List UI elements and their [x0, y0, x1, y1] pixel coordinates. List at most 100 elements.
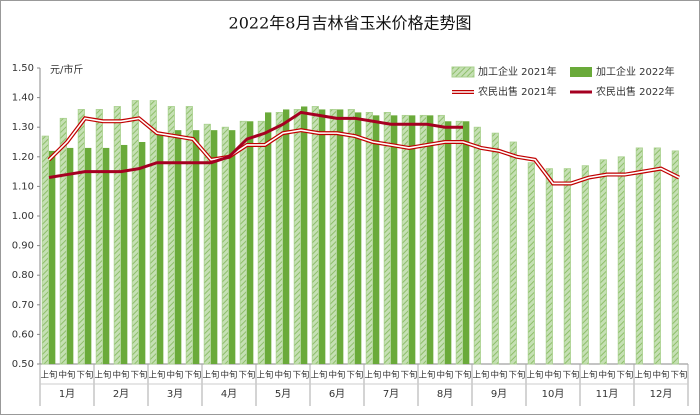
y-tick-label: 0.60 [12, 329, 34, 340]
x-tick-label: 下旬 [508, 370, 525, 381]
x-tick-label: 中旬 [490, 370, 507, 381]
group-label: 7月 [383, 388, 399, 400]
x-tick-label: 上旬 [580, 370, 597, 381]
bar [437, 114, 445, 365]
legend-label: 农民出售 2022年 [596, 85, 675, 98]
group-label: 12月 [650, 388, 673, 400]
bar [185, 106, 193, 365]
bar [311, 106, 319, 365]
group-label: 4月 [221, 388, 237, 400]
bar [239, 120, 247, 365]
x-tick-label: 下旬 [616, 370, 633, 381]
bar [301, 106, 308, 364]
bar [491, 132, 499, 365]
bar [329, 109, 337, 365]
x-tick-label: 中旬 [598, 370, 615, 381]
bar [275, 112, 283, 365]
bar [113, 106, 121, 365]
bar [373, 115, 380, 364]
y-axis-label: 元/市斤 [50, 63, 83, 76]
bar [175, 130, 182, 364]
bar [157, 133, 164, 364]
x-tick-label: 上旬 [526, 370, 543, 381]
y-tick-label: 0.80 [12, 270, 34, 281]
x-tick-label: 上旬 [310, 370, 327, 381]
x-tick-label: 上旬 [202, 370, 219, 381]
x-tick-label: 上旬 [418, 370, 435, 381]
x-tick-label: 下旬 [76, 370, 93, 381]
y-tick-label: 0.70 [12, 300, 34, 311]
bar [445, 121, 452, 364]
x-tick-label: 下旬 [238, 370, 255, 381]
bar [473, 126, 481, 365]
bar [509, 141, 517, 365]
y-tick-label: 0.90 [12, 241, 34, 252]
bar [409, 115, 416, 364]
legend-swatch [451, 66, 475, 78]
bar [221, 126, 229, 365]
bar [257, 120, 265, 365]
bar [131, 100, 139, 365]
group-label: 11月 [596, 388, 619, 400]
x-tick-label: 中旬 [58, 370, 75, 381]
bar [671, 150, 679, 365]
bar [599, 159, 607, 365]
bar [193, 130, 200, 364]
bar [247, 121, 254, 364]
chart-title: 2022年8月吉林省玉米价格走势图 [229, 14, 472, 33]
bar [653, 147, 661, 365]
bar [455, 120, 463, 365]
bar [545, 168, 553, 365]
group-label: 9月 [491, 388, 507, 400]
bar [365, 112, 373, 365]
bar [103, 147, 110, 364]
bar [355, 112, 362, 365]
group-label: 1月 [59, 388, 75, 400]
x-tick-label: 中旬 [274, 370, 291, 381]
bar [337, 109, 344, 364]
bar [319, 109, 326, 364]
x-tick-label: 上旬 [472, 370, 489, 381]
bar [293, 109, 301, 365]
x-tick-label: 中旬 [220, 370, 237, 381]
bar [617, 156, 625, 365]
bar [391, 115, 398, 364]
x-tick-label: 中旬 [382, 370, 399, 381]
legend-label: 农民出售 2021年 [478, 85, 557, 98]
x-tick-label: 中旬 [112, 370, 129, 381]
group-label: 2月 [113, 388, 129, 400]
x-tick-label: 上旬 [364, 370, 381, 381]
y-tick-label: 1.20 [12, 152, 34, 163]
x-tick-label: 中旬 [166, 370, 183, 381]
bar [463, 121, 470, 364]
bar [95, 109, 103, 365]
x-tick-label: 上旬 [148, 370, 165, 381]
x-tick-label: 中旬 [544, 370, 561, 381]
bar [203, 123, 211, 365]
bar [581, 165, 589, 365]
bar [563, 168, 571, 365]
bar [383, 112, 391, 365]
y-tick-label: 1.00 [12, 211, 34, 222]
bar [229, 130, 236, 364]
bar [59, 117, 67, 365]
group-label: 8月 [437, 388, 453, 400]
bar [77, 109, 85, 365]
bar [427, 115, 434, 364]
x-tick-label: 下旬 [292, 370, 309, 381]
line-series [48, 110, 463, 180]
y-tick-label: 1.10 [12, 181, 34, 192]
bar [67, 147, 74, 364]
bar [283, 109, 290, 364]
x-tick-label: 上旬 [634, 370, 651, 381]
bar [527, 162, 535, 365]
group-label: 5月 [275, 388, 291, 400]
y-tick-label: 0.50 [12, 359, 34, 370]
bar [139, 142, 146, 364]
x-tick-label: 上旬 [256, 370, 273, 381]
x-tick-label: 下旬 [184, 370, 201, 381]
x-tick-label: 中旬 [328, 370, 345, 381]
y-tick-label: 1.40 [12, 93, 34, 104]
bar [347, 109, 355, 365]
